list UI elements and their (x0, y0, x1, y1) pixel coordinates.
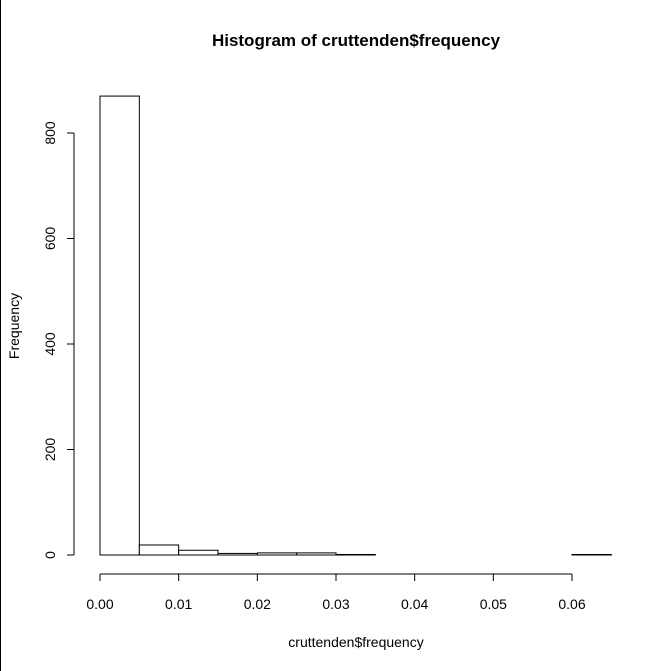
x-tick-label: 0.02 (244, 596, 271, 612)
x-tick-label: 0.04 (401, 596, 428, 612)
x-tick-label: 0.03 (322, 596, 349, 612)
x-tick-label: 0.01 (165, 596, 192, 612)
y-axis: 0 200 400 600 800 (42, 121, 75, 559)
y-tick-label: 400 (42, 332, 58, 356)
histogram-bar-4 (256, 552, 298, 556)
y-tick-label: 800 (42, 121, 58, 145)
y-tick-label: 200 (42, 438, 58, 462)
y-axis-label: Frequency (6, 293, 22, 359)
histogram-bar-6 (335, 553, 376, 556)
x-tick-label: 0.05 (480, 596, 507, 612)
histogram-bar-0 (99, 95, 140, 556)
x-tick-label: 0.06 (558, 596, 585, 612)
bars-group (99, 95, 612, 556)
histogram-bar-1 (138, 544, 180, 556)
x-axis-label: cruttenden$frequency (288, 634, 423, 650)
histogram-bar-3 (217, 552, 258, 556)
histogram-bar-5 (296, 552, 337, 556)
y-tick-label: 0 (42, 551, 58, 559)
x-axis: 0.00 0.01 0.02 0.03 0.04 0.05 0.06 (86, 573, 586, 612)
chart-title: Histogram of cruttenden$frequency (212, 31, 501, 50)
histogram-bar-2 (178, 549, 219, 556)
y-tick-label: 600 (42, 227, 58, 251)
histogram-bar-12 (571, 553, 612, 556)
x-tick-label: 0.00 (86, 596, 113, 612)
